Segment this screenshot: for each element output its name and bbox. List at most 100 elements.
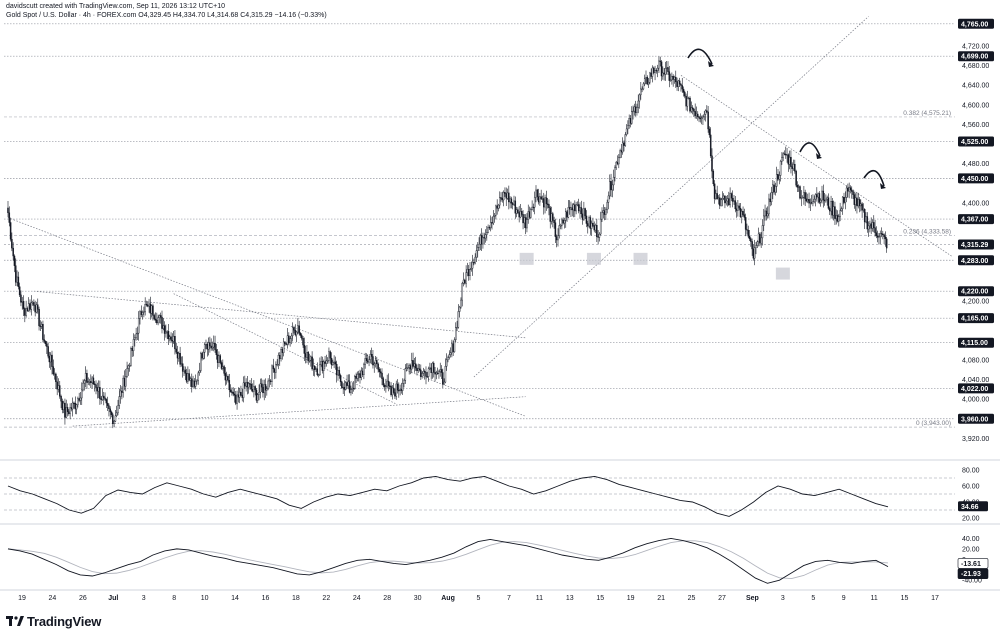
candle-body bbox=[262, 386, 264, 394]
candle-body bbox=[363, 364, 365, 375]
candle-body bbox=[614, 167, 616, 178]
candle-body bbox=[338, 370, 341, 376]
candle-body bbox=[209, 342, 211, 347]
time-axis: 19 24 26 Jul 3 8 10 14 16 18 22 24 28 30 Aug 5 7 11 13 15 19… bbox=[18, 595, 939, 602]
time-tick-label: 19 bbox=[18, 595, 26, 602]
candle-body bbox=[839, 210, 841, 217]
candle-body bbox=[118, 396, 121, 406]
candle-body bbox=[445, 359, 448, 367]
candle-body bbox=[500, 197, 502, 199]
candle-body bbox=[860, 203, 862, 207]
candle-body bbox=[404, 368, 407, 381]
candle-body bbox=[847, 187, 849, 192]
candle-body bbox=[691, 107, 694, 110]
candle-body bbox=[527, 211, 529, 220]
candle-body bbox=[675, 76, 677, 83]
candle-body bbox=[137, 318, 140, 334]
candle-body bbox=[246, 382, 249, 388]
candle-body bbox=[772, 184, 774, 193]
candle-body bbox=[673, 76, 676, 80]
candle-body bbox=[307, 352, 309, 361]
candle-body bbox=[760, 237, 762, 244]
candle-body bbox=[139, 311, 141, 319]
candle-body bbox=[211, 346, 214, 349]
candle-body bbox=[354, 375, 356, 389]
time-tick-label: 25 bbox=[688, 595, 696, 602]
candle-body bbox=[471, 262, 474, 269]
candle-body bbox=[737, 205, 739, 211]
candle-body bbox=[805, 198, 808, 202]
candle-body bbox=[599, 218, 602, 235]
candle-body bbox=[849, 187, 852, 191]
candle-body bbox=[249, 383, 251, 385]
key-level-badge bbox=[958, 286, 994, 297]
macd-last-badge bbox=[957, 568, 989, 580]
candle-body bbox=[153, 315, 155, 320]
candle-body bbox=[702, 116, 704, 118]
candle-body bbox=[631, 111, 633, 124]
candle-body bbox=[421, 373, 423, 377]
candle-body bbox=[34, 305, 36, 313]
candle-body bbox=[504, 192, 506, 194]
arrow-head bbox=[708, 61, 714, 67]
candle-body bbox=[95, 384, 97, 388]
candle-body bbox=[460, 299, 462, 308]
candle-body bbox=[237, 394, 240, 398]
candle-body bbox=[157, 317, 159, 324]
candle-body bbox=[245, 382, 247, 387]
candle-body bbox=[469, 269, 471, 276]
price-tick-label: 4,640.00 bbox=[962, 83, 989, 90]
candle-body bbox=[87, 381, 89, 383]
candle-body bbox=[684, 92, 686, 97]
key-level-label: 3,960.00 bbox=[961, 416, 988, 423]
candle-body bbox=[627, 125, 629, 130]
candle-body bbox=[491, 222, 493, 224]
candle-body bbox=[549, 207, 551, 222]
candle-body bbox=[288, 335, 290, 344]
candle-body bbox=[628, 118, 630, 126]
time-tick-label: 7 bbox=[507, 595, 511, 602]
candle-body bbox=[660, 61, 663, 77]
candle-body bbox=[44, 341, 47, 345]
key-level-label: 4,283.00 bbox=[961, 258, 988, 265]
candle-body bbox=[629, 118, 632, 124]
candle-body bbox=[541, 198, 544, 200]
candle-body bbox=[638, 94, 641, 102]
candle-body bbox=[579, 207, 581, 212]
candle-body bbox=[453, 339, 456, 352]
candle-body bbox=[587, 223, 589, 227]
candle-body bbox=[387, 380, 390, 387]
macd-last-badge bbox=[957, 558, 989, 569]
candle-body bbox=[769, 198, 771, 203]
candle-body bbox=[686, 98, 689, 107]
candle-body bbox=[191, 378, 193, 387]
candle-body bbox=[82, 382, 84, 391]
candle-body bbox=[24, 308, 26, 316]
candle-body bbox=[171, 340, 174, 342]
candle-body bbox=[301, 335, 303, 339]
candle-body bbox=[46, 343, 48, 347]
candle-body bbox=[308, 360, 311, 362]
candle-body bbox=[370, 353, 373, 357]
candle-body bbox=[685, 95, 687, 107]
candle-body bbox=[761, 225, 764, 239]
symbol-line: Gold Spot / U.S. Dollar · 4h · FOREX.com… bbox=[6, 12, 327, 19]
candle-body bbox=[876, 235, 879, 238]
candle-body bbox=[379, 371, 382, 374]
candle-body bbox=[792, 163, 795, 169]
trend-line bbox=[33, 290, 526, 339]
rsi-tick-label: 20.00 bbox=[962, 516, 980, 523]
candle-body bbox=[466, 269, 469, 273]
candle-body bbox=[590, 222, 593, 229]
candle-body bbox=[561, 219, 563, 226]
candle-body bbox=[884, 236, 887, 240]
candle-body bbox=[804, 192, 806, 200]
candle-body bbox=[175, 348, 177, 353]
candle-body bbox=[501, 197, 504, 201]
candle-body bbox=[401, 383, 404, 391]
candle-body bbox=[741, 210, 743, 218]
price-tick-label: 3,920.00 bbox=[962, 436, 989, 443]
candle-body bbox=[112, 414, 114, 424]
candle-body bbox=[43, 339, 45, 342]
